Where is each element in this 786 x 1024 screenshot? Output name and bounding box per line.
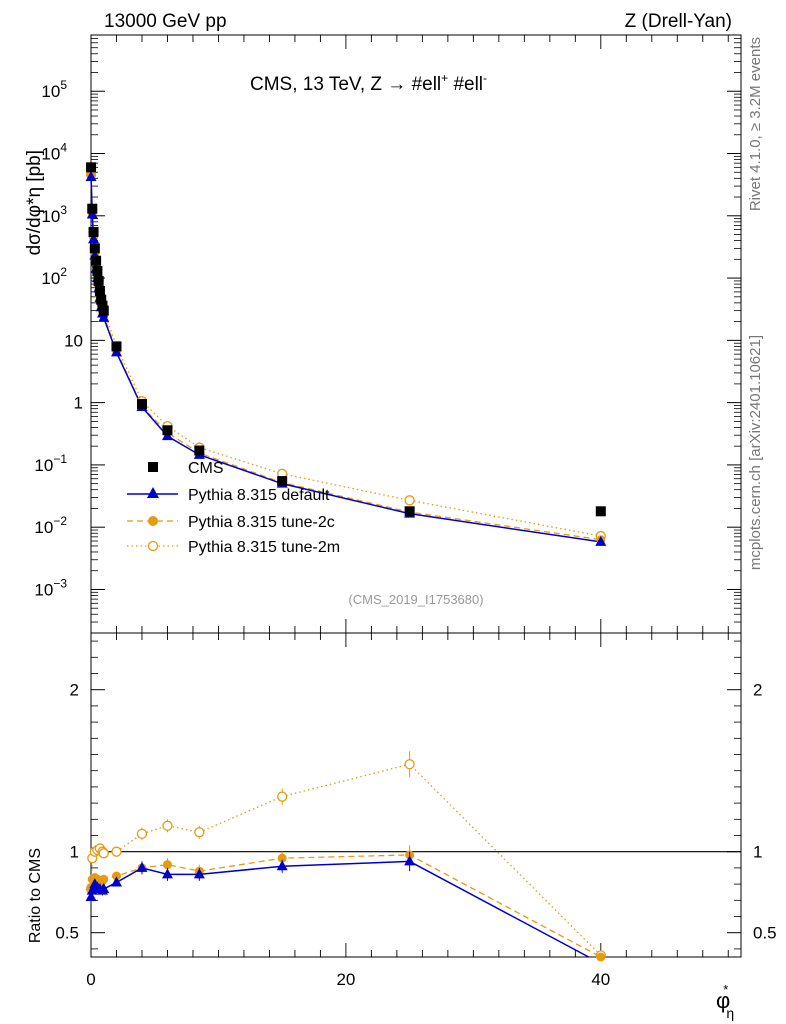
legend-label-default: Pythia 8.315 default [188,487,330,504]
x-tick-label: 20 [336,970,355,989]
main-point-cms [86,162,97,173]
ratio-panel: 0.5 0.5 1 1 2 2 0 20 40 Ratio to CMS φ* η [27,632,777,1021]
main-point-cms [194,445,205,456]
main-point-cms [93,275,104,286]
main-point-cms [595,506,606,517]
ratio-x-axis: 0 20 40 [86,633,729,989]
x-axis-label: φ* η [716,982,734,1021]
ratio-point-default [110,876,122,887]
main-point-cms [92,265,103,276]
process-label: Z (Drell-Yan) [625,11,732,32]
ratio-point-tune2c [111,871,121,881]
main-y-tick-label: 10−3 [34,576,67,599]
main-line-tune2m [90,174,601,537]
main-x-ticks [90,35,729,633]
legend-marker-tune2c [148,516,158,526]
main-point-default [85,170,97,181]
ratio-point-tune2c [99,874,109,884]
main-point-cms [94,286,105,297]
legend-marker-cms [148,462,158,472]
main-y-tick-label: 10−2 [34,514,67,537]
beam-label: 13000 GeV pp [104,11,227,32]
main-point-cms [277,476,288,487]
ratio-point-tune2c [277,853,287,863]
x-tick-label: 0 [86,970,95,989]
ratio-point-tune2c [162,860,172,870]
main-y-tick-label: 1 [74,394,83,413]
main-point-default [595,535,607,546]
x-tick-label: 40 [591,970,610,989]
ratio-point-default [161,868,173,879]
main-point-default [110,346,122,357]
ratio-point-default [85,891,97,902]
ratio-frame [90,632,742,958]
main-y-tick-label: 104 [41,141,67,164]
main-point-cms [87,203,98,214]
ratio-y-tick-label-right: 2 [753,681,762,700]
main-point-cms [136,399,147,410]
analysis-id: (CMS_2019_I1753680) [348,592,483,607]
plot-title: CMS, 13 TeV, Z → #ell+ #ell- [250,71,487,95]
ratio-y-tick-label-right: 1 [753,843,762,862]
ratio-y-label: Ratio to CMS [27,848,44,943]
main-line-default [90,176,601,543]
main-point-cms [98,305,109,316]
ratio-y-tick-label: 2 [70,681,79,700]
main-point-tune2m [404,495,415,506]
legend-label-tune2c: Pythia 8.315 tune-2c [188,514,335,531]
main-point-default [98,311,110,322]
main-y-tick-label: 103 [41,203,67,226]
ratio-y-tick-label: 1 [70,843,79,862]
legend-item-cms: CMS [148,460,224,477]
legend: CMS Pythia 8.315 default Pythia 8.315 tu… [127,460,340,556]
main-y-tick-label: 10 [64,331,83,350]
rivet-label: Rivet 4.1.0, ≥ 3.2M events [747,37,764,211]
legend-marker-default [147,487,159,498]
ratio-y-tick-label: 0.5 [55,924,79,943]
main-panel: 10−3 10−2 10−1 1 10 102 103 104 105 CMS, 13 TeV,… [24,34,742,634]
legend-item-default: Pythia 8.315 default [127,487,330,504]
ratio-point-default [98,882,110,893]
main-point-cms [162,425,173,436]
main-point-cms [404,506,415,517]
ratio-point-tune2m [277,791,288,802]
main-point-cms [91,255,102,266]
main-y-tick-label: 105 [41,78,67,101]
ratio-point-tune2m [98,848,109,859]
main-y-axis: 10−3 10−2 10−1 1 10 102 103 104 105 [34,34,741,623]
main-point-cms [96,294,107,305]
ratio-point-default [193,868,205,879]
main-series [85,162,607,546]
legend-item-tune2m: Pythia 8.315 tune-2m [127,539,340,556]
ratio-point-tune2m [194,827,205,838]
main-y-tick-label: 10−1 [34,452,67,475]
ratio-point-tune2m [404,759,415,770]
ratio-point-tune2m [136,828,148,840]
legend-marker-tune2m [147,540,159,552]
ratio-point-default [136,861,148,872]
ratio-point-tune2m [111,846,122,857]
main-point-default [88,233,100,244]
legend-item-tune2c: Pythia 8.315 tune-2c [127,514,335,531]
legend-label-cms: CMS [188,460,224,477]
ratio-y-tick-label-right: 0.5 [753,924,777,943]
ratio-point-default [404,855,416,866]
mcplots-label: mcplots.cern.ch [arXiv:2401.10621] [747,335,764,570]
main-y-label: dσ/dφ*η [pb] [24,150,45,255]
legend-label-tune2m: Pythia 8.315 tune-2m [188,539,340,556]
main-point-cms [89,243,100,254]
ratio-point-default [276,860,288,871]
ratio-point-tune2m [162,820,173,831]
main-point-cms [111,341,122,352]
ratio-y-axis: 0.5 0.5 1 1 2 2 [55,640,777,950]
main-point-cms [88,226,99,237]
main-line-tune2c [90,173,601,541]
ratio-series [85,751,606,962]
ratio-point-tune2c [596,952,606,962]
main-y-tick-label: 102 [41,265,67,288]
